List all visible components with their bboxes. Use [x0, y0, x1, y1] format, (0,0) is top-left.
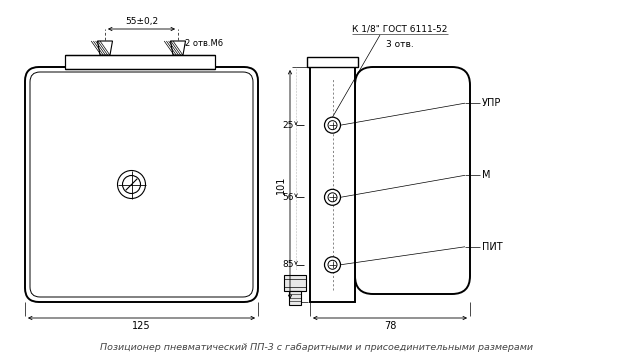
Circle shape: [328, 121, 337, 130]
Circle shape: [328, 193, 337, 202]
Polygon shape: [98, 41, 112, 55]
Text: К 1/8" ГОСТ 6111-52: К 1/8" ГОСТ 6111-52: [353, 25, 448, 34]
Text: 85: 85: [283, 260, 294, 269]
Circle shape: [117, 171, 145, 198]
Text: М: М: [482, 170, 491, 180]
Polygon shape: [171, 41, 186, 55]
FancyBboxPatch shape: [355, 67, 470, 294]
Text: 78: 78: [384, 321, 396, 331]
FancyBboxPatch shape: [25, 67, 258, 302]
Circle shape: [325, 189, 340, 205]
Bar: [65, 55, 215, 69]
Bar: [284, 275, 306, 291]
Bar: [310, 67, 355, 302]
Text: УПР: УПР: [482, 98, 501, 108]
Text: 56: 56: [283, 193, 294, 202]
Circle shape: [325, 257, 340, 273]
Text: Позиционер пневматический ПП-3 с габаритными и присоединительными размерами: Позиционер пневматический ПП-3 с габарит…: [101, 343, 533, 352]
Bar: [289, 291, 301, 305]
Text: 101: 101: [276, 175, 286, 194]
Text: ПИТ: ПИТ: [482, 242, 503, 252]
Circle shape: [122, 176, 141, 194]
Circle shape: [325, 117, 340, 133]
Text: 25: 25: [283, 121, 294, 130]
Bar: [307, 57, 358, 67]
Text: 3 отв.: 3 отв.: [386, 40, 414, 49]
Text: 2 отв.М6: 2 отв.М6: [185, 39, 223, 49]
Text: 125: 125: [132, 321, 151, 331]
Circle shape: [328, 260, 337, 269]
Text: 55±0,2: 55±0,2: [125, 17, 158, 26]
